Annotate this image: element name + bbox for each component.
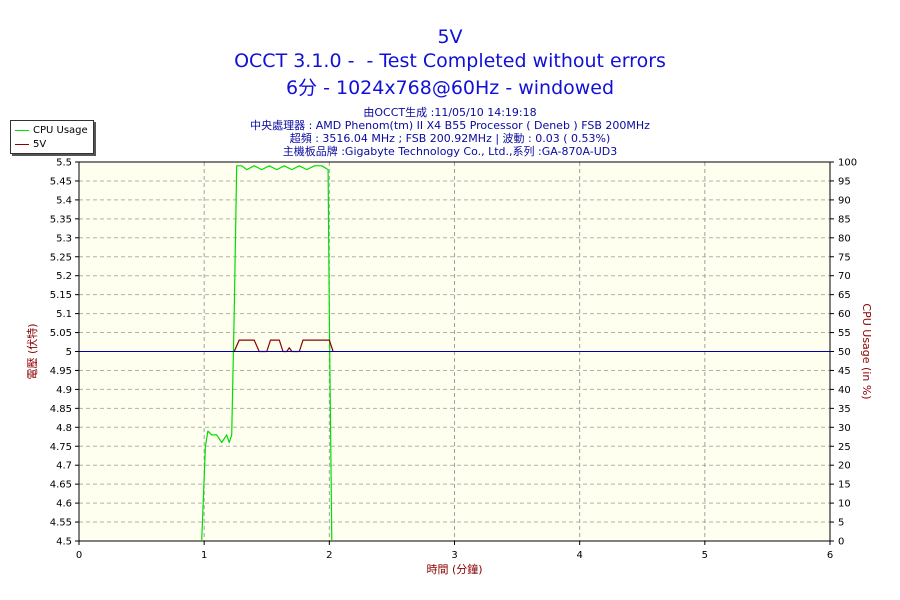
y2-tick-label: 95 — [838, 176, 851, 187]
info-motherboard: 主機板品牌 :Gigabyte Technology Co., Ltd.,系列 … — [282, 145, 618, 158]
x-tick-label: 5 — [702, 550, 708, 561]
info-cpu: 中央處理器 : AMD Phenom(tm) II X4 B55 Process… — [250, 119, 650, 132]
x-axis-label: 時間 (分鐘) — [426, 562, 482, 576]
x-tick-label: 0 — [76, 550, 82, 561]
y-tick-label: 5.4 — [56, 195, 72, 206]
y-tick-label: 5.35 — [50, 214, 72, 225]
x-tick-label: 2 — [326, 550, 332, 561]
y2-tick-label: 15 — [838, 480, 851, 491]
chart-subtitle-1: OCCT 3.1.0 - - Test Completed without er… — [234, 50, 666, 72]
y2-tick-label: 100 — [838, 158, 857, 169]
y2-tick-label: 70 — [838, 271, 851, 282]
legend-swatch-5v — [15, 143, 29, 145]
y2-tick-label: 35 — [838, 404, 851, 415]
y-tick-label: 5.05 — [50, 328, 72, 339]
legend-item-cpu-usage: CPU Usage — [15, 123, 88, 137]
y2-tick-label: 55 — [838, 328, 851, 339]
y2-tick-label: 40 — [838, 385, 851, 396]
legend-label-5v: 5V — [33, 138, 47, 150]
y2-tick-label: 60 — [838, 309, 851, 320]
x-tick-label: 3 — [451, 550, 457, 561]
y2-tick-label: 90 — [838, 195, 851, 206]
y2-tick-label: 20 — [838, 461, 851, 472]
y-tick-label: 5.45 — [50, 176, 72, 187]
chart-title: 5V — [437, 26, 463, 48]
y2-tick-label: 65 — [838, 290, 851, 301]
y-tick-label: 5.2 — [56, 271, 72, 282]
series-line-cpu-usage — [201, 165, 333, 542]
y2-tick-label: 30 — [838, 423, 851, 434]
y2-tick-label: 85 — [838, 214, 851, 225]
y2-tick-label: 5 — [838, 518, 844, 529]
info-generated: 由OCCT生成 :11/05/10 14:19:18 — [363, 106, 537, 119]
y-axis-label: 電壓 (伏特) — [25, 323, 39, 379]
y-tick-label: 5.25 — [50, 252, 72, 263]
y2-tick-label: 10 — [838, 499, 851, 510]
y-tick-label: 4.75 — [50, 442, 72, 453]
y-tick-label: 5.15 — [50, 290, 72, 301]
y2-tick-label: 45 — [838, 366, 851, 377]
y-tick-label: 4.5 — [56, 537, 72, 548]
y-tick-label: 4.9 — [56, 385, 72, 396]
legend-label-cpu-usage: CPU Usage — [33, 124, 88, 136]
y-tick-label: 4.55 — [50, 518, 72, 529]
x-tick-label: 6 — [827, 550, 833, 561]
x-tick-label: 1 — [201, 550, 207, 561]
y-tick-label: 4.65 — [50, 480, 72, 491]
y-tick-label: 4.85 — [50, 404, 72, 415]
y-tick-label: 4.8 — [56, 423, 72, 434]
y2-axis-label: CPU Usage (in %) — [860, 303, 873, 399]
y2-tick-label: 75 — [838, 252, 851, 263]
chart-subtitle-2: 6分 - 1024x768@60Hz - windowed — [285, 77, 615, 99]
y-tick-label: 5.5 — [56, 158, 72, 169]
legend-item-5v: 5V — [15, 137, 46, 151]
chart-legend: CPU Usage 5V — [10, 120, 94, 154]
y2-tick-label: 0 — [838, 537, 844, 548]
y2-tick-label: 80 — [838, 233, 851, 244]
y-tick-label: 5 — [66, 347, 72, 358]
y2-tick-label: 25 — [838, 442, 851, 453]
legend-swatch-cpu-usage — [15, 129, 29, 131]
y-tick-label: 4.6 — [56, 499, 72, 510]
y-tick-label: 4.7 — [56, 461, 72, 472]
y2-tick-label: 50 — [838, 347, 851, 358]
info-clock: 超頻 : 3516.04 MHz ; FSB 200.92MHz | 波動 : … — [289, 132, 611, 145]
y-tick-label: 5.3 — [56, 233, 72, 244]
x-tick-label: 4 — [576, 550, 582, 561]
y-tick-label: 5.1 — [56, 309, 72, 320]
y-tick-label: 4.95 — [50, 366, 72, 377]
